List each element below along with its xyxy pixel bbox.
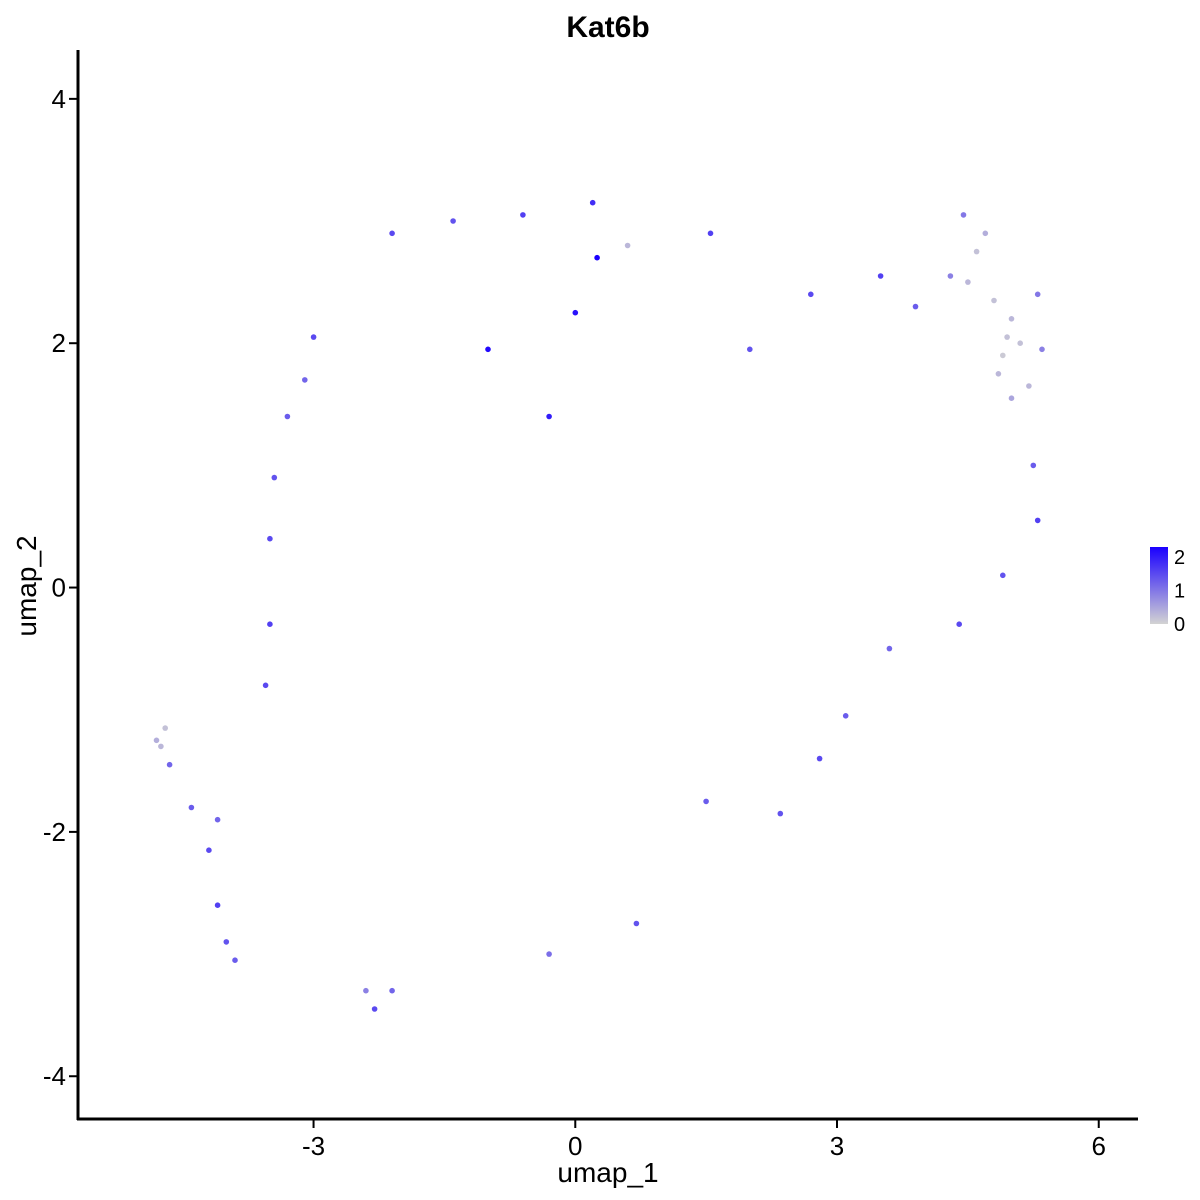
x-tick-label: 0 <box>568 1131 582 1161</box>
data-point <box>816 755 823 762</box>
data-point <box>262 682 269 689</box>
data-point <box>546 413 552 420</box>
data-point <box>371 1006 378 1012</box>
data-point <box>995 371 1002 377</box>
data-point <box>1008 316 1015 322</box>
data-point <box>960 212 967 218</box>
data-point <box>633 920 640 927</box>
x-axis-label: umap_1 <box>557 1157 658 1188</box>
data-point <box>363 987 369 994</box>
data-point <box>965 279 971 285</box>
data-point <box>1000 572 1006 579</box>
data-point <box>223 939 230 945</box>
data-point <box>389 987 395 994</box>
data-point <box>153 737 160 744</box>
data-point <box>877 273 884 279</box>
data-point <box>594 254 600 261</box>
data-point <box>589 199 596 206</box>
data-point <box>1017 340 1023 347</box>
x-ticks: -3 0 3 6 <box>302 1119 1106 1161</box>
data-point <box>267 621 273 627</box>
data-point <box>777 810 784 817</box>
data-point <box>310 334 317 340</box>
data-point <box>206 847 212 853</box>
data-point <box>707 230 714 237</box>
x-tick-label: 3 <box>830 1131 844 1161</box>
data-point <box>1004 334 1010 340</box>
data-point <box>302 377 308 383</box>
data-point <box>842 713 849 719</box>
data-point <box>1039 346 1045 353</box>
data-point <box>546 951 552 957</box>
data-point <box>485 346 491 353</box>
data-point <box>1000 352 1006 359</box>
data-point <box>284 413 291 420</box>
data-point <box>703 798 709 805</box>
data-point <box>1034 291 1041 298</box>
data-point <box>271 474 278 481</box>
data-point <box>520 212 526 218</box>
data-point <box>886 645 893 652</box>
data-point <box>1034 517 1041 524</box>
legend-ticks: 0 1 2 <box>1174 547 1185 636</box>
data-point <box>947 273 954 279</box>
data-point <box>973 248 980 255</box>
data-point <box>267 535 273 542</box>
x-tick-label: 6 <box>1092 1131 1106 1161</box>
color-legend: 0 1 2 <box>1150 547 1185 636</box>
y-tick-label: -2 <box>43 817 66 847</box>
data-point <box>162 725 168 731</box>
data-point <box>1026 383 1032 389</box>
data-point <box>214 816 221 823</box>
data-point <box>232 957 238 963</box>
legend-colorbar <box>1150 547 1168 624</box>
data-point <box>624 242 631 249</box>
chart-title: Kat6b <box>566 11 649 44</box>
data-point <box>1030 462 1037 469</box>
data-point <box>912 303 919 310</box>
legend-tick-label: 2 <box>1174 547 1185 569</box>
data-point <box>956 621 962 627</box>
data-point <box>572 309 579 316</box>
legend-tick-label: 0 <box>1174 614 1185 636</box>
y-tick-label: 4 <box>52 84 66 114</box>
data-point <box>808 291 814 298</box>
data-point <box>747 346 753 353</box>
data-point <box>158 743 164 750</box>
points-layer <box>153 199 1045 1012</box>
y-axis-label: umap_2 <box>11 535 42 636</box>
data-point <box>982 230 989 237</box>
legend-tick-label: 1 <box>1174 581 1185 603</box>
y-tick-label: 2 <box>52 328 66 358</box>
data-point <box>166 761 173 768</box>
x-tick-label: -3 <box>302 1131 325 1161</box>
data-point <box>188 804 195 811</box>
data-point <box>1008 395 1015 402</box>
y-tick-label: -4 <box>43 1061 66 1091</box>
y-tick-label: 0 <box>52 573 66 603</box>
data-point <box>450 218 456 224</box>
y-ticks: -4 -2 0 2 4 <box>43 84 78 1091</box>
data-point <box>991 297 997 304</box>
data-point <box>389 230 395 237</box>
data-point <box>214 902 221 908</box>
